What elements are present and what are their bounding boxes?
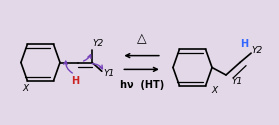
Text: Y2: Y2 (251, 46, 262, 55)
Text: X: X (212, 86, 218, 95)
Text: Y2: Y2 (92, 39, 103, 48)
Text: hν  (HT): hν (HT) (120, 80, 164, 90)
Text: H: H (240, 39, 248, 49)
Text: Y1: Y1 (103, 69, 114, 78)
Text: Y1: Y1 (232, 77, 243, 86)
Text: △: △ (137, 32, 146, 45)
Text: H: H (71, 76, 80, 86)
Text: X: X (23, 84, 29, 93)
